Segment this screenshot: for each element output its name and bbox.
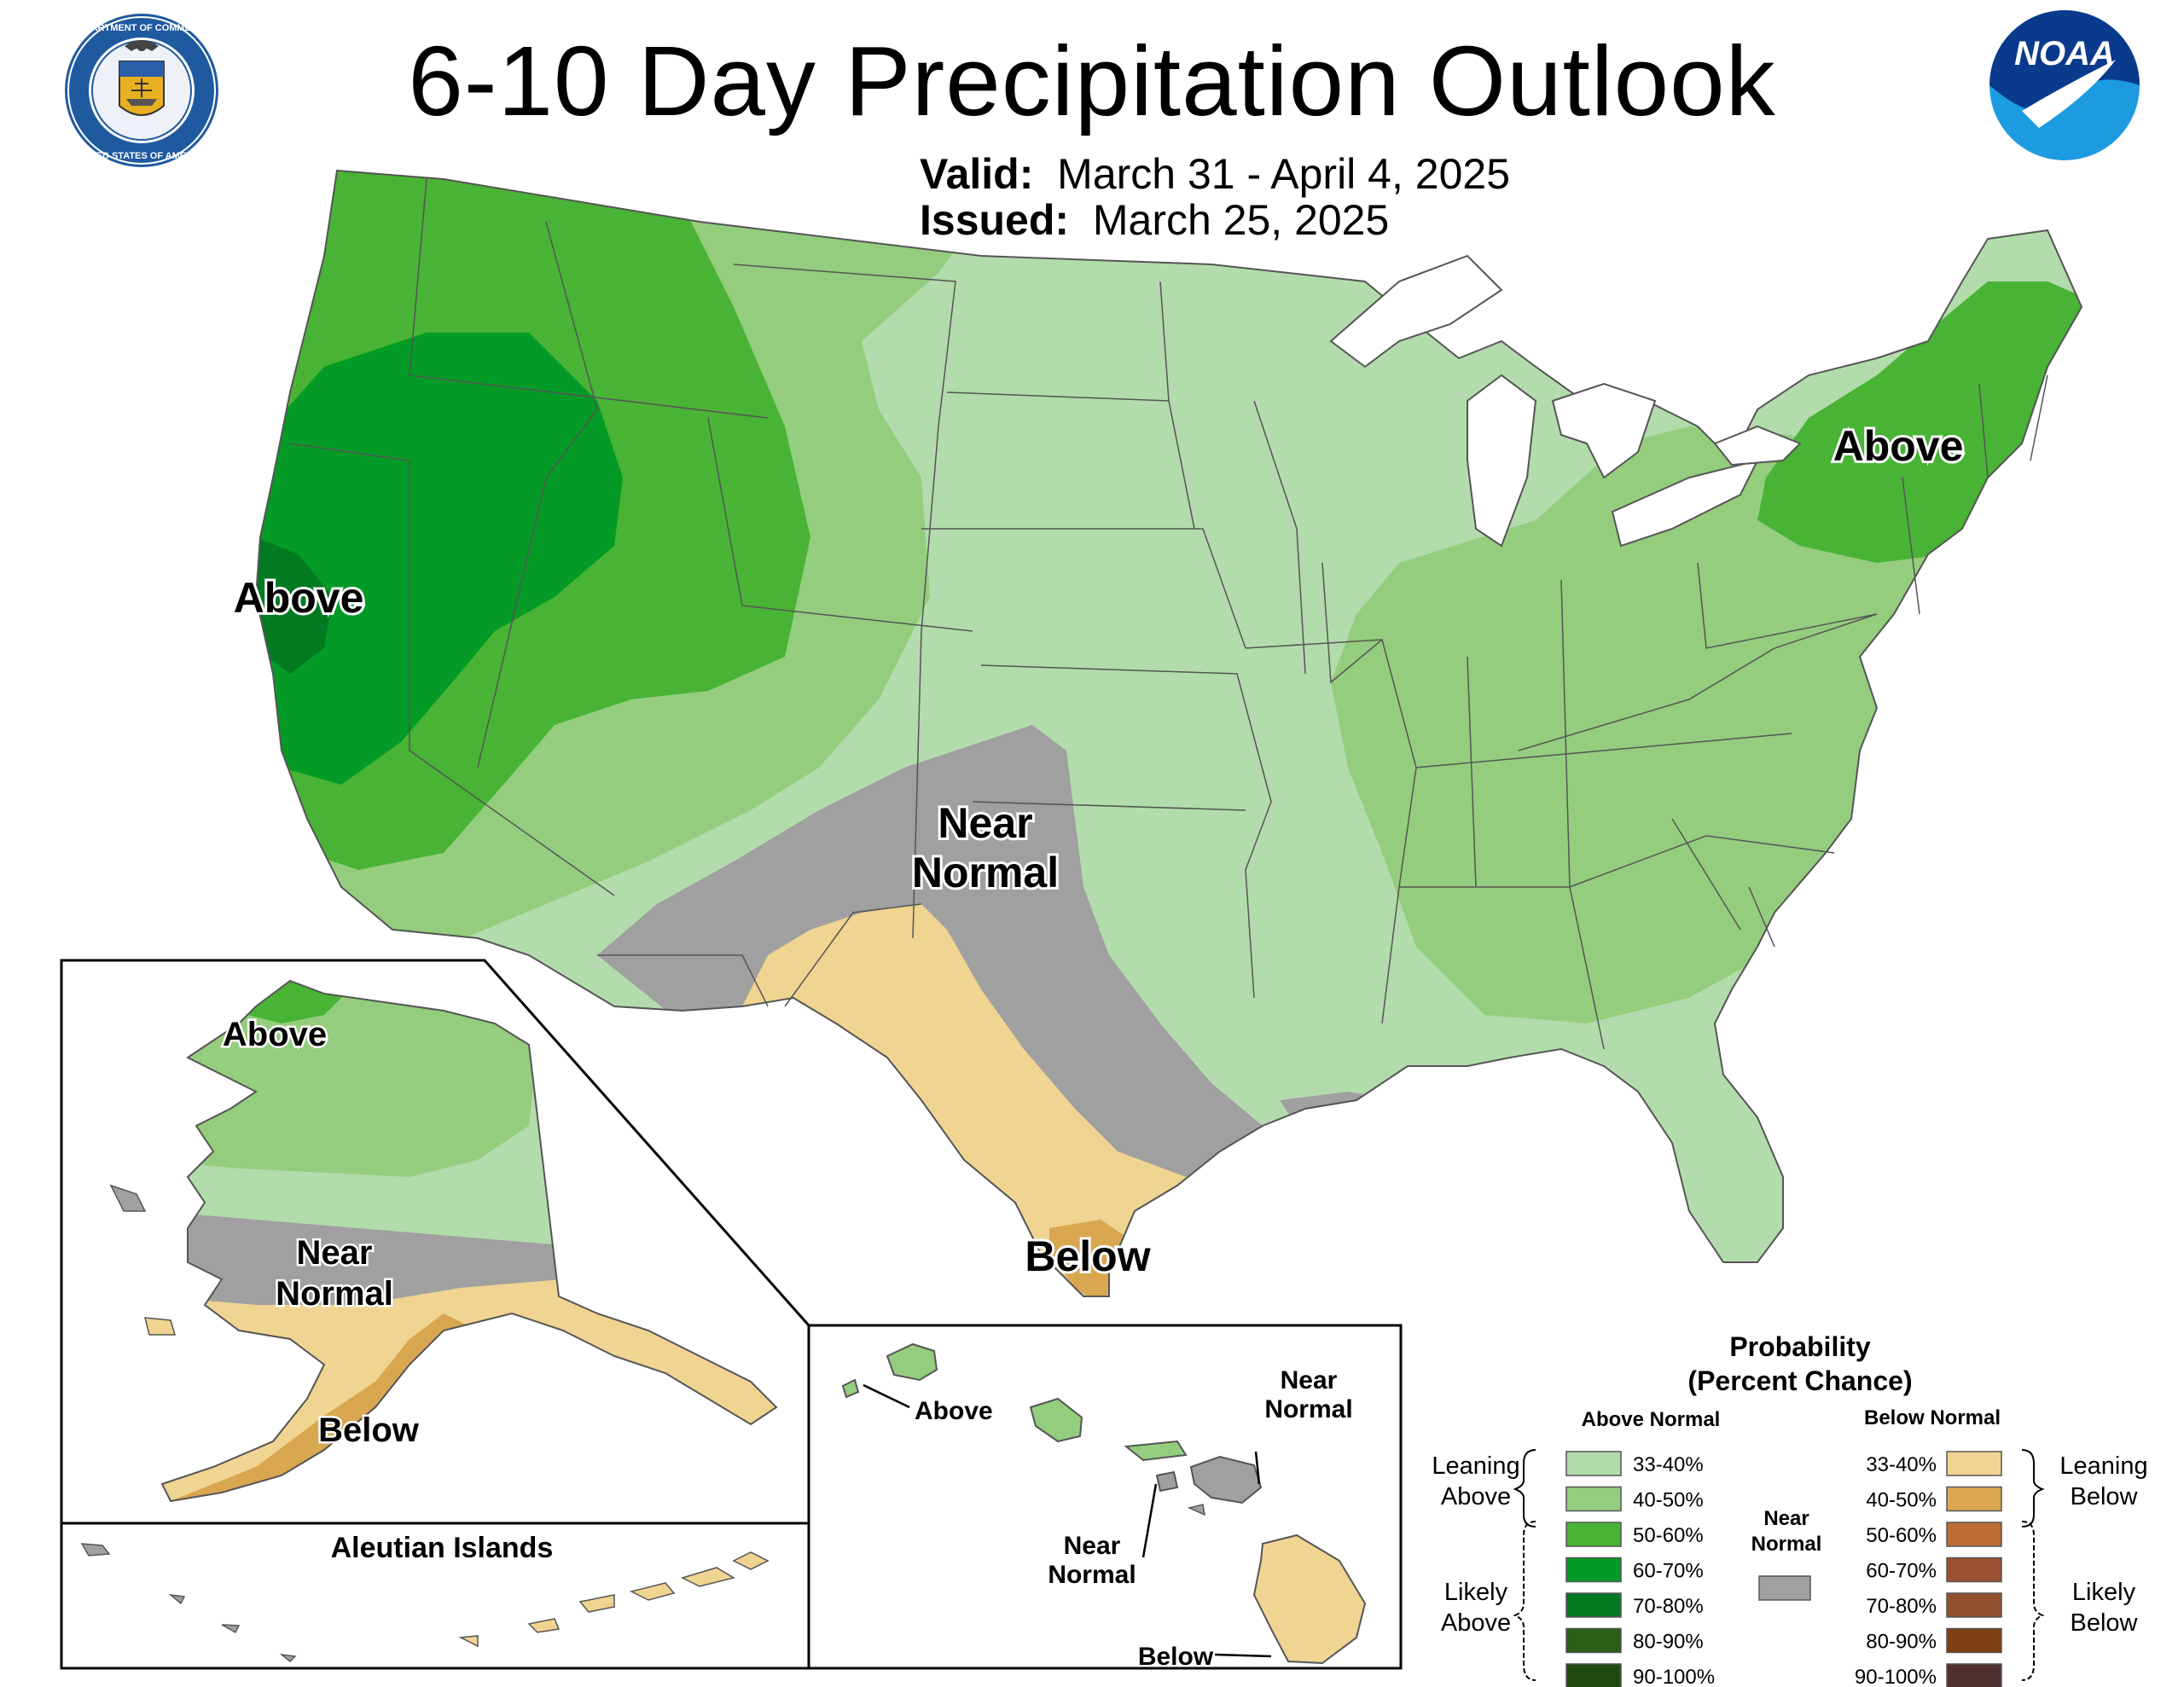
legend-above-label-1: 40-50% xyxy=(1633,1489,1704,1512)
island-hawaii xyxy=(1252,1533,1367,1665)
legend-above-swatch-0 xyxy=(1565,1451,1622,1476)
legend-below-label-6: 90-100% xyxy=(1855,1666,1937,1687)
page-title: 6-10 Day Precipitation Outlook xyxy=(408,26,1776,136)
label-below-texas: Below xyxy=(1025,1232,1150,1280)
valid-value: March 31 - April 4, 2025 xyxy=(1057,150,1511,198)
legend-above-label-0: 33-40% xyxy=(1633,1453,1704,1476)
ak-label-below: Below xyxy=(318,1412,420,1449)
legend-below-header: Below Normal xyxy=(1864,1406,2001,1429)
legend-title-line1: Probability xyxy=(1729,1331,1871,1362)
issued-date: Issued: March 25, 2025 xyxy=(920,196,1389,244)
hi-label-near-right-line2: Normal xyxy=(1264,1395,1352,1423)
legend-below-rows: 33-40% 40-50% 50-60% 60-70% 70-80% 80-90% 90-1… xyxy=(1855,1451,2002,1687)
hi-label-near-left-line2: Normal xyxy=(1048,1561,1136,1589)
legend-below-swatch-3 xyxy=(1946,1557,2002,1583)
legend-above-label-5: 80-90% xyxy=(1633,1631,1704,1654)
aleutian-inset: Aleutian Islands xyxy=(60,1522,810,1670)
legend-likely-above-line2: Above xyxy=(1441,1609,1511,1637)
label-above-northeast: Above xyxy=(1833,422,1964,470)
hi-label-above: Above xyxy=(915,1397,993,1425)
legend-above-label-4: 70-80% xyxy=(1633,1595,1704,1618)
state-boundaries xyxy=(289,178,2048,1050)
legend-below-label-2: 50-60% xyxy=(1866,1524,1937,1547)
legend-below-label-5: 80-90% xyxy=(1866,1631,1937,1654)
ak-label-near-line2: Normal xyxy=(276,1275,393,1313)
legend-leaning-above-line1: Leaning xyxy=(1432,1452,1519,1480)
legend-above-rows: 33-40% 40-50% 50-60% 60-70% 70-80% 80-90% 90-1… xyxy=(1565,1451,1715,1687)
legend-above-label-3: 60-70% xyxy=(1633,1560,1704,1583)
legend-leaning-below-line1: Leaning xyxy=(2059,1452,2147,1480)
legend-above-label-2: 50-60% xyxy=(1633,1524,1704,1547)
aleutian-title: Aleutian Islands xyxy=(331,1532,554,1564)
legend-above-swatch-3 xyxy=(1565,1557,1622,1583)
legend-title-line2: (Percent Chance) xyxy=(1687,1365,1912,1396)
legend-below-swatch-5 xyxy=(1946,1627,2002,1654)
label-above-west: Above xyxy=(234,574,364,622)
svg-text:UNITED STATES OF AMERICA: UNITED STATES OF AMERICA xyxy=(74,151,209,161)
alaska-inset: Above Near Normal Below xyxy=(60,959,810,1525)
legend-above-swatch-5 xyxy=(1565,1627,1622,1654)
hawaii-inset: Above Near Normal Near Normal Below xyxy=(807,1324,1403,1671)
legend-near-swatch xyxy=(1758,1575,1811,1601)
legend-likely-above-line1: Likely xyxy=(1444,1579,1508,1606)
legend-near-line1: Near xyxy=(1763,1507,1809,1530)
legend-below-swatch-4 xyxy=(1946,1592,2002,1618)
hi-label-near-right-line1: Near xyxy=(1281,1366,1338,1394)
noaa-logo: NOAA xyxy=(1989,10,2140,160)
legend-below-label-0: 33-40% xyxy=(1866,1453,1937,1476)
legend-likely-below-line2: Below xyxy=(2071,1609,2139,1637)
valid-dates: Valid: March 31 - April 4, 2025 xyxy=(920,150,1510,198)
legend-below-label-1: 40-50% xyxy=(1866,1489,1937,1512)
legend-below-swatch-0 xyxy=(1946,1451,2002,1476)
legend-above-label-6: 90-100% xyxy=(1633,1666,1715,1687)
issued-value: March 25, 2025 xyxy=(1092,196,1390,244)
legend-likely-below-line1: Likely xyxy=(2072,1579,2136,1606)
legend-below-swatch-6 xyxy=(1946,1663,2002,1687)
legend-below-label-4: 70-80% xyxy=(1866,1595,1937,1618)
legend-leaning-below-line2: Below xyxy=(2071,1483,2139,1510)
legend-below-label-3: 60-70% xyxy=(1866,1560,1937,1583)
legend-below-swatch-2 xyxy=(1946,1522,2002,1547)
valid-label: Valid: xyxy=(920,150,1034,198)
conus-labels: Above Above Near Normal Below xyxy=(231,420,1966,1283)
legend-above-swatch-1 xyxy=(1565,1486,1622,1512)
island-kauai xyxy=(886,1342,938,1382)
island-maui xyxy=(1189,1455,1263,1504)
hi-label-below: Below xyxy=(1138,1643,1214,1671)
ak-label-near-line1: Near xyxy=(297,1234,373,1272)
legend-above-swatch-2 xyxy=(1565,1522,1622,1547)
legend-above-header: Above Normal xyxy=(1582,1408,1721,1431)
svg-text:DEPARTMENT OF COMMERCE: DEPARTMENT OF COMMERCE xyxy=(73,23,211,33)
great-lakes xyxy=(1329,254,1802,548)
legend-above-swatch-4 xyxy=(1565,1592,1622,1618)
legend: Probability (Percent Chance) Above Norma… xyxy=(1432,1331,2148,1687)
label-near-normal-line2: Normal xyxy=(912,849,1059,896)
svg-text:NOAA: NOAA xyxy=(2014,35,2115,72)
legend-leaning-above-line2: Above xyxy=(1441,1483,1511,1510)
ak-label-above: Above xyxy=(223,1016,327,1053)
label-near-normal-line1: Near xyxy=(938,799,1032,847)
island-oahu xyxy=(1029,1397,1083,1443)
legend-near-line2: Normal xyxy=(1751,1533,1822,1556)
conus-outline xyxy=(254,169,2083,1297)
hi-label-near-left-line1: Near xyxy=(1064,1532,1121,1560)
legend-below-swatch-1 xyxy=(1946,1486,2002,1512)
department-of-commerce-seal: DEPARTMENT OF COMMERCE UNITED STATES OF … xyxy=(65,14,218,167)
issued-label: Issued: xyxy=(920,196,1070,244)
legend-above-swatch-6 xyxy=(1565,1663,1622,1687)
